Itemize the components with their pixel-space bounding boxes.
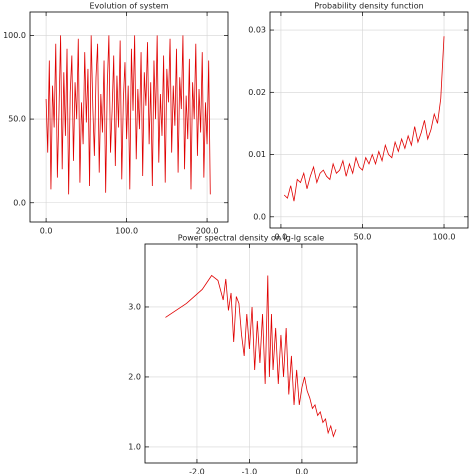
x-tick-label: -2.0 — [189, 468, 205, 474]
plot-frame — [269, 11, 469, 229]
x-tick-label: 0.0 — [40, 227, 53, 236]
y-tick-label: 0.01 — [248, 150, 266, 159]
data-line — [283, 36, 445, 202]
chart-title: Evolution of system — [89, 2, 168, 11]
y-tick-label: 2.0 — [128, 372, 141, 381]
plot-area — [270, 12, 468, 228]
y-tick-label: 0.0 — [13, 198, 26, 207]
x-tick-label: 50.0 — [354, 233, 372, 242]
y-tick-label: 50.0 — [8, 115, 26, 124]
chart-title: Probability density function — [314, 2, 423, 11]
y-tick-label: 3.0 — [128, 302, 141, 311]
x-tick-label: 0.0 — [296, 468, 309, 474]
y-tick-label: 100.0 — [3, 31, 26, 40]
x-tick-label: 100.0 — [115, 227, 138, 236]
x-tick-label: 0.0 — [275, 233, 288, 242]
data-line — [165, 274, 337, 438]
y-tick-label: 0.03 — [248, 26, 266, 35]
plot-frame — [144, 243, 358, 464]
plot-area — [145, 244, 357, 463]
x-tick-label: 100.0 — [433, 233, 456, 242]
chart-title: Power spectral density on lg-lg scale — [178, 234, 324, 243]
y-tick-label: 1.0 — [128, 442, 141, 451]
data-line — [45, 35, 211, 195]
y-tick-label: 0.0 — [253, 212, 266, 221]
x-tick-label: -1.0 — [242, 468, 258, 474]
y-tick-label: 0.02 — [248, 88, 266, 97]
x-tick-label: 200.0 — [196, 227, 219, 236]
plot-frame — [29, 11, 229, 223]
